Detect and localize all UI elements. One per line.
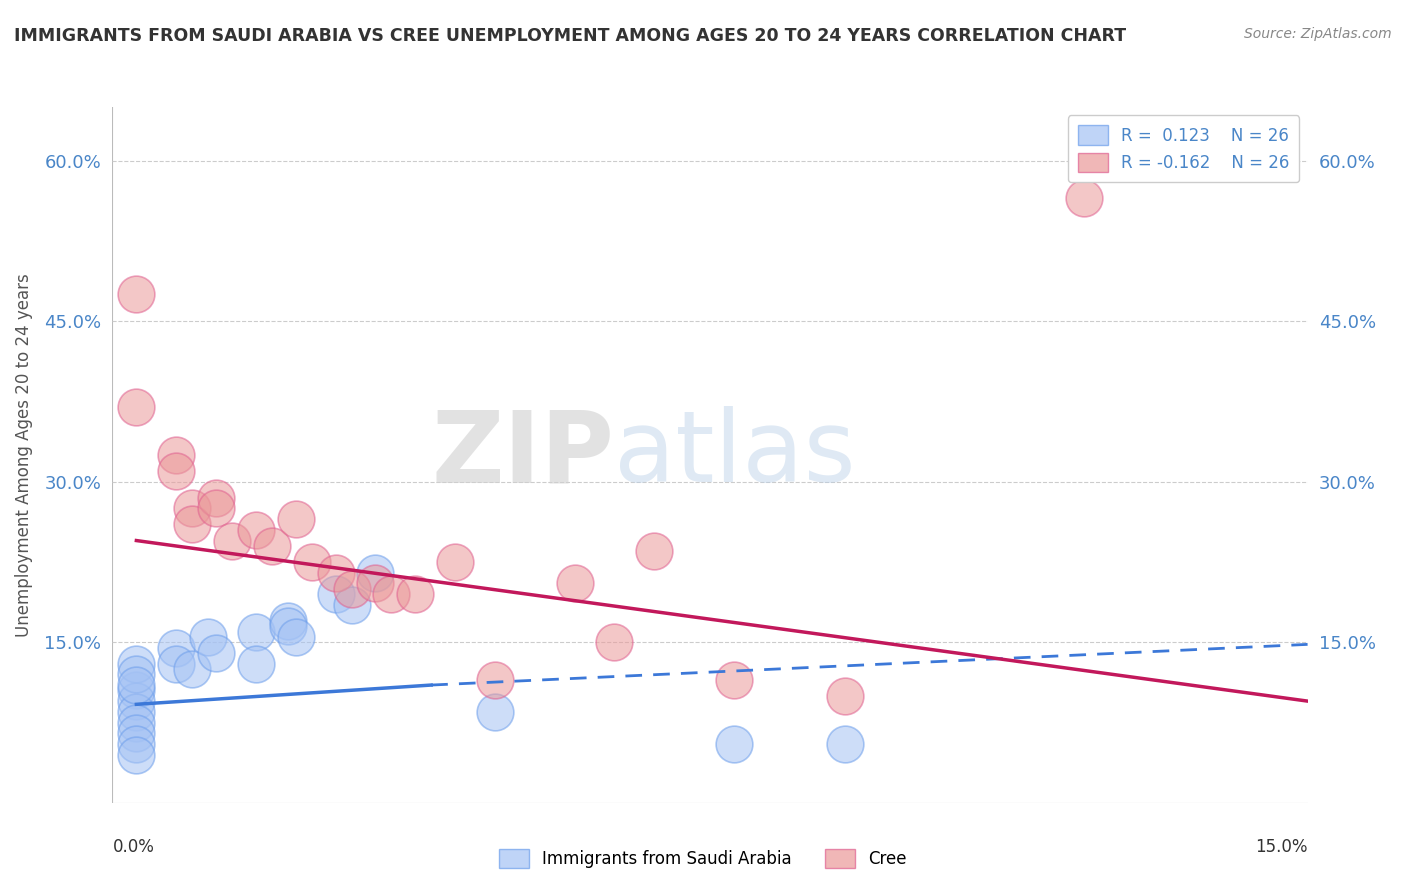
Point [834,689,856,703]
Legend: Immigrants from Saudi Arabia, Cree: Immigrants from Saudi Arabia, Cree [492,842,914,875]
Point [125,747,148,762]
Text: 15.0%: 15.0% [1256,838,1308,856]
Point [444,555,467,569]
Text: atlas: atlas [614,407,856,503]
Point [181,501,204,516]
Point [125,683,148,698]
Point [165,464,187,478]
Y-axis label: Unemployment Among Ages 20 to 24 years: Unemployment Among Ages 20 to 24 years [15,273,34,637]
Point [165,448,187,462]
Text: Source: ZipAtlas.com: Source: ZipAtlas.com [1244,27,1392,41]
Text: ZIP: ZIP [432,407,614,503]
Point [277,619,299,633]
Point [181,662,204,676]
Point [1073,191,1095,205]
Point [564,576,586,591]
Point [834,737,856,751]
Point [125,678,148,692]
Point [643,544,665,558]
Point [125,737,148,751]
Point [125,287,148,301]
Legend: R =  0.123    N = 26, R = -0.162    N = 26: R = 0.123 N = 26, R = -0.162 N = 26 [1067,115,1299,182]
Point [284,630,307,644]
Point [205,491,228,505]
Point [301,555,323,569]
Point [284,512,307,526]
Point [125,667,148,681]
Point [165,657,187,671]
Point [603,635,626,649]
Point [245,657,267,671]
Point [364,566,387,580]
Point [325,587,347,601]
Point [125,400,148,414]
Point [340,598,363,612]
Point [125,657,148,671]
Text: IMMIGRANTS FROM SAUDI ARABIA VS CREE UNEMPLOYMENT AMONG AGES 20 TO 24 YEARS CORR: IMMIGRANTS FROM SAUDI ARABIA VS CREE UNE… [14,27,1126,45]
Point [380,587,402,601]
Point [404,587,426,601]
Point [197,630,219,644]
Point [221,533,243,548]
Text: 0.0%: 0.0% [112,838,155,856]
Point [205,501,228,516]
Point [245,624,267,639]
Point [165,640,187,655]
Point [125,726,148,740]
Point [245,523,267,537]
Point [484,673,506,687]
Point [181,517,204,532]
Point [205,646,228,660]
Point [340,582,363,596]
Point [277,614,299,628]
Point [125,705,148,719]
Point [125,694,148,708]
Point [260,539,283,553]
Point [325,566,347,580]
Point [723,673,745,687]
Point [723,737,745,751]
Point [484,705,506,719]
Point [125,715,148,730]
Point [364,576,387,591]
